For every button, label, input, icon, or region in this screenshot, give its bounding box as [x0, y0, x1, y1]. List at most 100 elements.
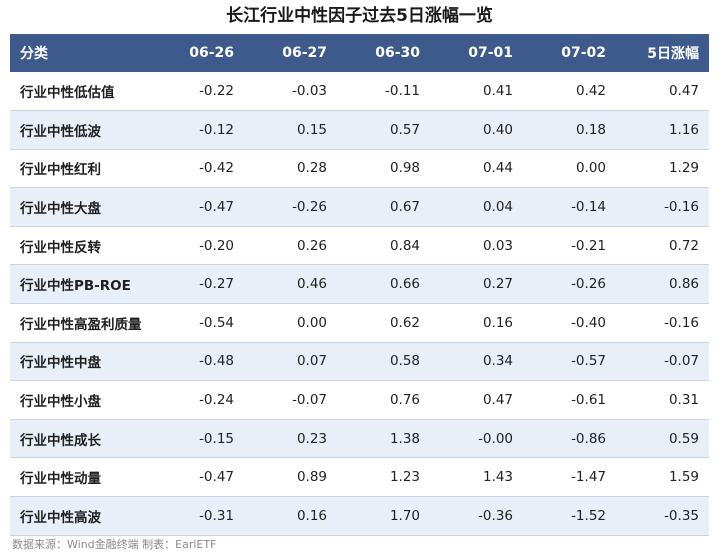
factor-name-cell: 行业中性中盘	[20, 355, 101, 372]
daily-return-cell: 0.26	[296, 237, 327, 254]
table-row: 行业中性低估值 -0.22 -0.03 -0.11 0.41 0.42 0.47	[10, 72, 709, 111]
daily-return-cell: 0.42	[575, 83, 606, 100]
factor-name-cell: 行业中性成长	[20, 432, 101, 449]
five-day-change-cell: -0.07	[664, 353, 699, 370]
header-date: 07-01	[468, 45, 513, 61]
factor-name-cell: 行业中性PB-ROE	[20, 278, 131, 295]
factor-name-cell: 行业中性高波	[20, 509, 101, 526]
daily-return-cell: 0.16	[296, 507, 327, 524]
daily-return-cell: 0.34	[482, 353, 513, 370]
daily-return-cell: 0.00	[575, 160, 606, 177]
daily-return-cell: 0.62	[389, 314, 420, 331]
table-row: 行业中性高盈利质量 -0.54 0.00 0.62 0.16 -0.40 -0.16	[10, 303, 709, 343]
daily-return-cell: 0.46	[296, 276, 327, 293]
table-row: 行业中性PB-ROE -0.27 0.46 0.66 0.27 -0.26 0.86	[10, 264, 709, 304]
five-day-change-cell: 1.16	[668, 121, 699, 138]
daily-return-cell: 0.07	[296, 353, 327, 370]
daily-return-cell: -0.54	[199, 314, 234, 331]
daily-return-cell: 0.44	[482, 160, 513, 177]
daily-return-cell: -0.57	[571, 353, 606, 370]
table-row: 行业中性小盘 -0.24 -0.07 0.76 0.47 -0.61 0.31	[10, 380, 709, 420]
factor-name-cell: 行业中性反转	[20, 239, 101, 256]
five-day-change-cell: 0.86	[668, 276, 699, 293]
header-date: 06-30	[375, 45, 420, 61]
daily-return-cell: 0.89	[296, 469, 327, 486]
five-day-change-cell: 0.31	[668, 392, 699, 409]
daily-return-cell: -0.07	[292, 392, 327, 409]
daily-return-cell: -0.15	[199, 430, 234, 447]
daily-return-cell: 0.27	[482, 276, 513, 293]
daily-return-cell: -1.52	[571, 507, 606, 524]
factor-name-cell: 行业中性红利	[20, 162, 101, 179]
daily-return-cell: 0.03	[482, 237, 513, 254]
table-title: 长江行业中性因子过去5日涨幅一览	[226, 6, 493, 26]
daily-return-cell: -0.26	[292, 199, 327, 216]
daily-return-cell: -0.47	[199, 469, 234, 486]
header-date: 06-26	[189, 45, 234, 61]
five-day-change-cell: -0.16	[664, 199, 699, 216]
daily-return-cell: 0.57	[389, 121, 420, 138]
table-row: 行业中性中盘 -0.48 0.07 0.58 0.34 -0.57 -0.07	[10, 342, 709, 381]
daily-return-cell: 1.38	[389, 430, 420, 447]
daily-return-cell: -0.61	[571, 392, 606, 409]
daily-return-cell: 0.58	[389, 353, 420, 370]
factor-name-cell: 行业中性动量	[20, 471, 101, 488]
five-day-change-cell: 0.47	[668, 83, 699, 100]
daily-return-cell: -0.40	[571, 314, 606, 331]
daily-return-cell: -0.22	[199, 83, 234, 100]
daily-return-cell: 0.23	[296, 430, 327, 447]
table-row: 行业中性低波 -0.12 0.15 0.57 0.40 0.18 1.16	[10, 110, 709, 150]
daily-return-cell: -0.20	[199, 237, 234, 254]
daily-return-cell: 0.40	[482, 121, 513, 138]
daily-return-cell: -0.11	[385, 83, 420, 100]
daily-return-cell: 0.67	[389, 199, 420, 216]
factor-name-cell: 行业中性低估值	[20, 85, 115, 102]
daily-return-cell: -0.42	[199, 160, 234, 177]
factor-table: 分类 06-26 06-27 06-30 07-01 07-02 5日涨幅 行业…	[10, 34, 709, 536]
daily-return-cell: 0.00	[296, 314, 327, 331]
table-row: 行业中性反转 -0.20 0.26 0.84 0.03 -0.21 0.72	[10, 226, 709, 265]
daily-return-cell: -1.47	[571, 469, 606, 486]
daily-return-cell: 0.98	[389, 160, 420, 177]
five-day-change-cell: 1.29	[668, 160, 699, 177]
daily-return-cell: 1.43	[482, 469, 513, 486]
daily-return-cell: 0.84	[389, 237, 420, 254]
five-day-change-cell: 1.59	[668, 469, 699, 486]
header-date: 07-02	[561, 45, 606, 61]
factor-name-cell: 行业中性高盈利质量	[20, 316, 142, 333]
daily-return-cell: -0.48	[199, 353, 234, 370]
table-row: 行业中性大盘 -0.47 -0.26 0.67 0.04 -0.14 -0.16	[10, 187, 709, 227]
daily-return-cell: -0.47	[199, 199, 234, 216]
five-day-change-cell: 0.72	[668, 237, 699, 254]
header-row: 分类 06-26 06-27 06-30 07-01 07-02 5日涨幅	[10, 34, 709, 72]
daily-return-cell: -0.86	[571, 430, 606, 447]
daily-return-cell: 0.15	[296, 121, 327, 138]
daily-return-cell: 0.47	[482, 392, 513, 409]
daily-return-cell: -0.12	[199, 121, 234, 138]
daily-return-cell: -0.14	[571, 199, 606, 216]
source-note: 数据来源：Wind金融终端 制表：EarlETF	[12, 538, 217, 551]
daily-return-cell: -0.03	[292, 83, 327, 100]
daily-return-cell: -0.31	[199, 507, 234, 524]
daily-return-cell: 0.41	[482, 83, 513, 100]
table-row: 行业中性高波 -0.31 0.16 1.70 -0.36 -1.52 -0.35	[10, 496, 709, 536]
daily-return-cell: -0.26	[571, 276, 606, 293]
factor-name-cell: 行业中性小盘	[20, 394, 101, 411]
header-category: 分类	[20, 46, 48, 62]
daily-return-cell: -0.24	[199, 392, 234, 409]
daily-return-cell: -0.00	[478, 430, 513, 447]
five-day-change-cell: -0.35	[664, 507, 699, 524]
daily-return-cell: 0.66	[389, 276, 420, 293]
header-5day-change: 5日涨幅	[647, 46, 699, 62]
daily-return-cell: 0.16	[482, 314, 513, 331]
factor-name-cell: 行业中性大盘	[20, 201, 101, 218]
table-row: 行业中性红利 -0.42 0.28 0.98 0.44 0.00 1.29	[10, 149, 709, 188]
five-day-change-cell: -0.16	[664, 314, 699, 331]
daily-return-cell: 1.70	[389, 507, 420, 524]
table-row: 行业中性成长 -0.15 0.23 1.38 -0.00 -0.86 0.59	[10, 419, 709, 458]
daily-return-cell: -0.36	[478, 507, 513, 524]
factor-name-cell: 行业中性低波	[20, 123, 101, 140]
daily-return-cell: 1.23	[389, 469, 420, 486]
table-row: 行业中性动量 -0.47 0.89 1.23 1.43 -1.47 1.59	[10, 457, 709, 497]
